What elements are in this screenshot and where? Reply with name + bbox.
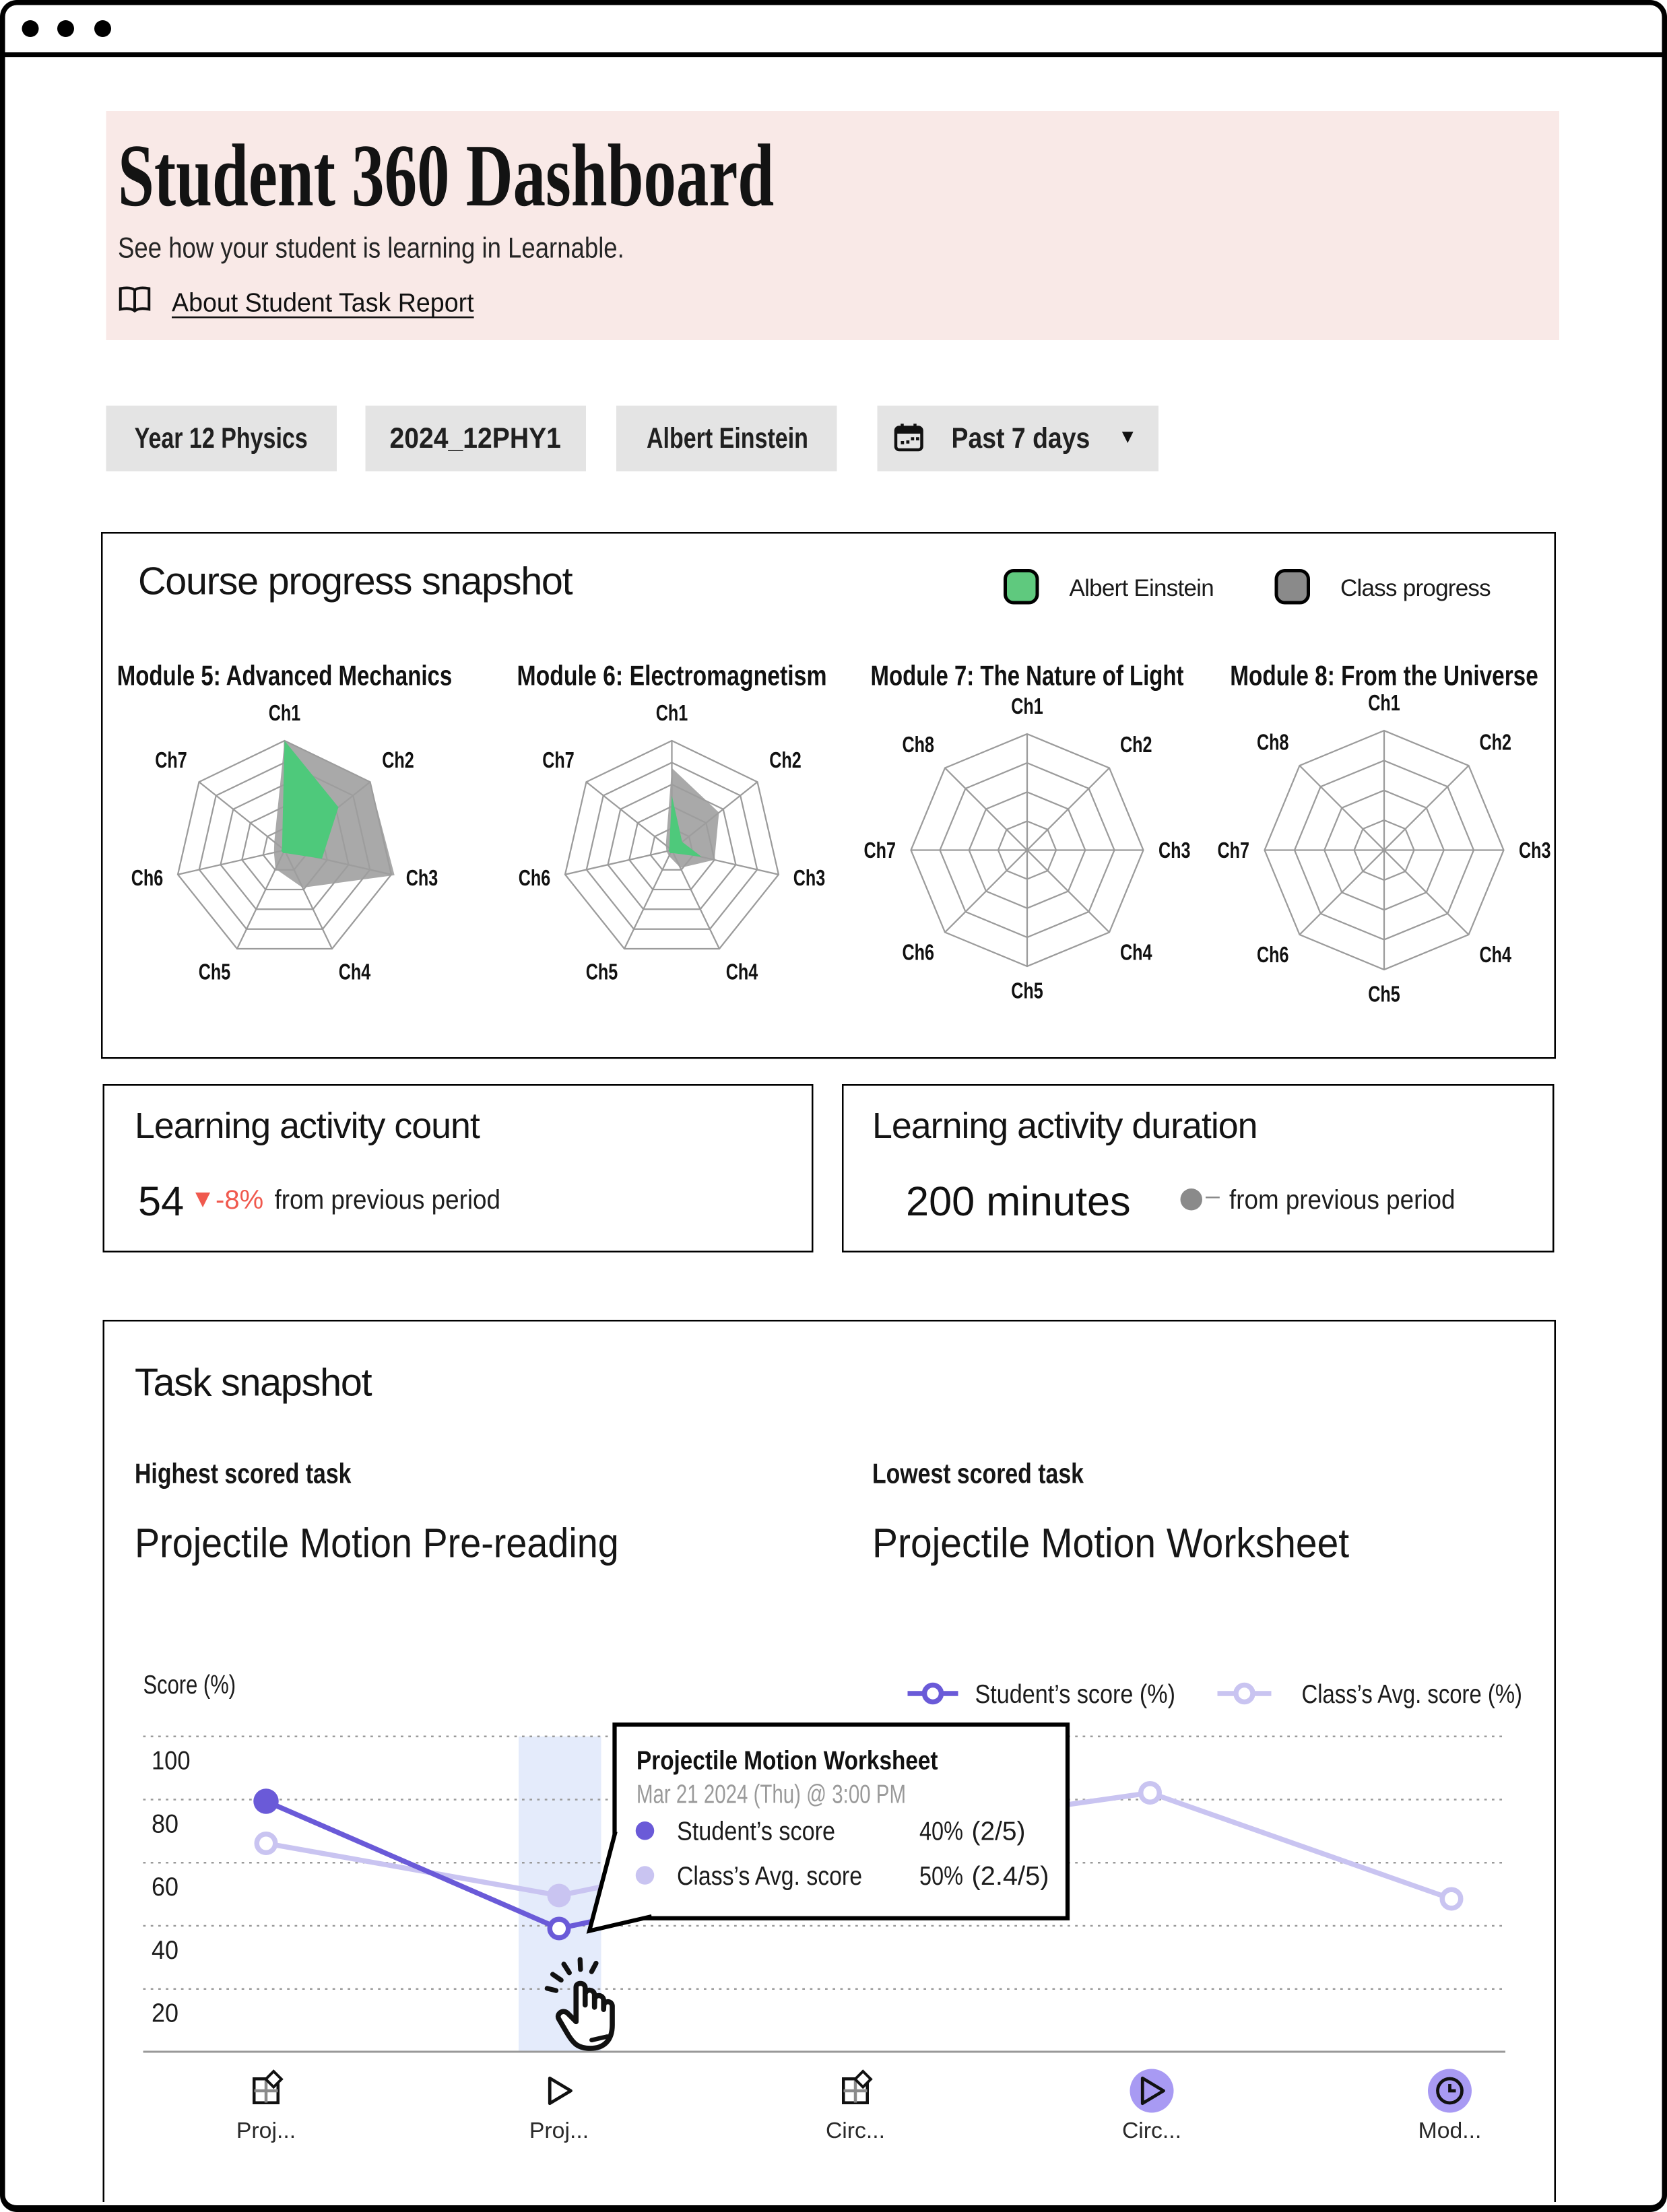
svg-text:Student’s score: Student’s score (677, 1817, 835, 1846)
svg-text:Ch2: Ch2 (382, 747, 414, 773)
svg-text:Class’s Avg. score: Class’s Avg. score (677, 1862, 862, 1891)
svg-text:Ch3: Ch3 (1158, 838, 1191, 863)
svg-text:Proj...: Proj... (236, 2118, 296, 2143)
svg-text:Ch5: Ch5 (199, 959, 231, 984)
svg-text:Ch2: Ch2 (1480, 730, 1512, 756)
svg-text:40: 40 (152, 1936, 178, 1965)
svg-text:Ch6: Ch6 (1257, 942, 1289, 968)
svg-text:Ch1: Ch1 (656, 700, 688, 726)
svg-text:Ch7: Ch7 (1218, 838, 1250, 863)
svg-text:Circ...: Circ... (1122, 2118, 1181, 2143)
svg-text:Module 7: The Nature of Light: Module 7: The Nature of Light (871, 661, 1184, 692)
svg-text:Ch3: Ch3 (1519, 838, 1551, 863)
svg-text:Ch7: Ch7 (155, 747, 187, 773)
svg-text:Ch2: Ch2 (1120, 732, 1152, 758)
svg-text:Circ...: Circ... (826, 2118, 885, 2143)
svg-text:Ch2: Ch2 (769, 747, 802, 773)
svg-text:Ch8: Ch8 (1257, 730, 1289, 756)
svg-text:Ch1: Ch1 (1368, 690, 1400, 716)
svg-text:Ch7: Ch7 (864, 838, 896, 863)
svg-text:Class’s Avg. score (%): Class’s Avg. score (%) (1302, 1680, 1523, 1709)
svg-text:Student’s score (%): Student’s score (%) (975, 1680, 1176, 1709)
svg-text:Ch1: Ch1 (269, 700, 301, 726)
svg-text:80: 80 (152, 1809, 178, 1838)
svg-text:Module 5: Advanced Mechanics: Module 5: Advanced Mechanics (117, 661, 453, 692)
svg-text:Score (%): Score (%) (143, 1671, 236, 1700)
svg-text:Ch4: Ch4 (1120, 940, 1152, 966)
svg-text:20: 20 (152, 1999, 178, 2028)
svg-text:Mar 21 2024 (Thu) @ 3:00 PM: Mar 21 2024 (Thu) @ 3:00 PM (636, 1780, 906, 1809)
svg-text:Mod...: Mod... (1418, 2118, 1482, 2143)
svg-text:Ch3: Ch3 (406, 865, 438, 891)
svg-text:Ch1: Ch1 (1011, 694, 1043, 719)
svg-text:Ch4: Ch4 (1480, 942, 1512, 968)
svg-text:Ch5: Ch5 (586, 959, 618, 984)
svg-text:Ch7: Ch7 (542, 747, 575, 773)
svg-text:100: 100 (152, 1747, 191, 1776)
svg-text:Ch4: Ch4 (726, 959, 758, 984)
svg-text:Ch8: Ch8 (903, 732, 935, 758)
svg-text:Ch6: Ch6 (519, 865, 551, 891)
svg-text:Ch3: Ch3 (793, 865, 826, 891)
svg-text:Ch6: Ch6 (131, 865, 164, 891)
svg-text:Ch5: Ch5 (1011, 978, 1043, 1004)
svg-text:Ch6: Ch6 (903, 940, 935, 966)
svg-text:(2/5): (2/5) (972, 1817, 1026, 1846)
svg-text:Module 8: From the Universe: Module 8: From the Universe (1230, 661, 1538, 692)
svg-text:Ch4: Ch4 (339, 959, 371, 984)
svg-text:Projectile Motion Worksheet: Projectile Motion Worksheet (636, 1747, 938, 1776)
svg-text:60: 60 (152, 1873, 178, 1902)
svg-text:Ch5: Ch5 (1368, 982, 1400, 1007)
svg-text:Module 6: Electromagnetism: Module 6: Electromagnetism (517, 661, 827, 692)
svg-text:Proj...: Proj... (529, 2118, 589, 2143)
svg-text:(2.4/5): (2.4/5) (972, 1862, 1049, 1891)
svg-text:50%: 50% (919, 1862, 963, 1891)
svg-text:40%: 40% (919, 1817, 963, 1846)
